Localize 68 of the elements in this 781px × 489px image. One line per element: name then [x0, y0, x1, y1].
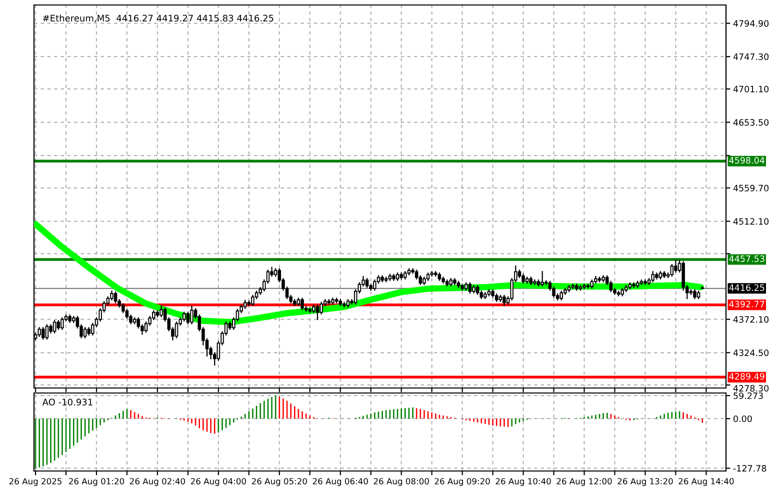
y-tick-label: 4372.10	[733, 316, 769, 323]
y-tick-label: 4701.10	[733, 86, 769, 92]
candlestick	[160, 304, 163, 318]
x-tick-label: 26 Aug 10:40	[496, 478, 551, 486]
candlestick	[418, 274, 422, 286]
ref-line-label: 4416.25	[729, 284, 764, 291]
y-tick-label: 0.00	[734, 415, 752, 422]
candlestick	[110, 290, 114, 302]
x-tick-label: 26 Aug 2025	[9, 478, 62, 486]
candlestick	[414, 269, 418, 280]
candlestick	[674, 259, 678, 274]
candlestick	[522, 273, 525, 284]
candlestick	[38, 326, 41, 338]
candlestick	[49, 324, 52, 334]
x-tick-label: 26 Aug 14:40	[678, 478, 734, 486]
ref-line-label: 4457.53	[729, 255, 764, 262]
y-tick-label: -127.78	[733, 465, 766, 472]
candlestick	[186, 311, 190, 325]
candlestick	[300, 297, 304, 311]
y-tick-label: 4794.90	[733, 20, 769, 27]
y-tick-label: 4512.10	[733, 218, 769, 225]
ref-line-label: 4598.04	[729, 157, 764, 164]
candlestick	[365, 278, 369, 288]
candlestick	[560, 290, 564, 302]
candlestick	[373, 278, 376, 292]
y-tick-label: 4747.30	[733, 53, 769, 60]
x-tick-label: 26 Aug 05:20	[252, 478, 307, 486]
candlestick	[651, 270, 654, 283]
candlestick	[468, 282, 472, 294]
candlestick	[60, 316, 64, 330]
y-tick-label: 59.273	[734, 392, 763, 400]
candlestick	[476, 284, 480, 296]
candlestick	[182, 311, 186, 322]
ref-line-label: 4392.77	[729, 300, 764, 308]
x-tick-label: 26 Aug 08:00	[374, 478, 429, 486]
y-tick-label: 4278.30	[733, 384, 769, 392]
candlestick	[174, 320, 178, 339]
candlestick	[42, 326, 45, 340]
candlestick	[609, 280, 613, 293]
candlestick	[243, 299, 247, 310]
candlestick	[144, 320, 148, 334]
candlestick	[502, 294, 506, 307]
candlestick	[52, 320, 56, 334]
candlestick	[670, 264, 674, 278]
x-tick-label: 26 Aug 06:40	[312, 478, 368, 486]
candlestick	[590, 278, 594, 290]
candlestick	[56, 320, 60, 330]
y-tick-label: 4559.70	[733, 184, 769, 192]
ref-line-label: 4289.49	[729, 373, 764, 380]
candlestick	[582, 283, 586, 290]
x-tick-label: 26 Aug 12:00	[556, 478, 612, 486]
candlestick	[45, 324, 49, 340]
x-tick-label: 26 Aug 13:20	[618, 478, 673, 486]
x-tick-label: 26 Aug 04:00	[190, 478, 246, 486]
candlestick	[251, 294, 254, 307]
x-tick-label: 26 Aug 09:20	[434, 478, 490, 486]
x-tick-label: 26 Aug 02:40	[130, 478, 186, 486]
candlestick	[693, 288, 696, 300]
candlestick	[114, 290, 118, 304]
y-tick-label: 4324.50	[733, 349, 769, 356]
x-tick-label: 26 Aug 01:20	[69, 478, 124, 486]
candlestick	[316, 304, 320, 321]
y-tick-label: 4653.50	[733, 119, 769, 126]
text: AO -10.931	[42, 398, 92, 406]
text: #Ethereum,M5 4416.27 4419.27 4415.83 4416.25	[43, 14, 274, 22]
candlestick	[540, 270, 544, 288]
candlestick	[83, 326, 87, 339]
candlestick	[190, 304, 194, 325]
